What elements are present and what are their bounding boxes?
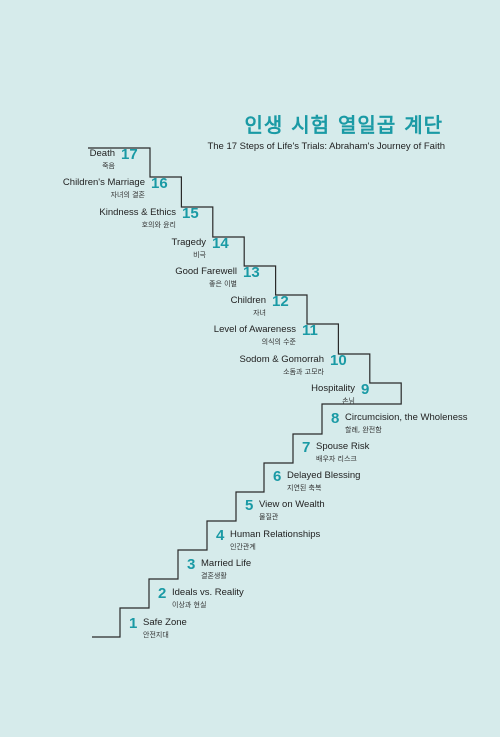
step-number: 9 [361, 381, 370, 398]
step-number: 13 [243, 264, 260, 281]
step-label-en: Human Relationships [230, 529, 321, 540]
step-label-en: Children's Marriage [62, 177, 145, 188]
step-number: 14 [212, 235, 229, 252]
step-number: 7 [302, 439, 311, 456]
step-label-ko: 호의와 윤리 [141, 221, 176, 229]
page-subtitle: The 17 Steps of Life's Trials: Abraham's… [207, 141, 445, 152]
step-label-ko: 인간관계 [230, 543, 256, 551]
step-label-en: Spouse Risk [316, 441, 370, 452]
step-label-ko: 비극 [193, 251, 206, 259]
step-number: 2 [158, 585, 167, 602]
step-label-en: Ideals vs. Reality [172, 587, 244, 598]
step-label-en: Tragedy [171, 237, 207, 248]
step-label-en: Level of Awareness [213, 324, 296, 335]
step-label-en: Married Life [201, 558, 252, 569]
step-label-en: Good Farewell [175, 266, 237, 277]
step-label-ko: 안전지대 [143, 631, 169, 639]
step-label-ko: 할례, 완전함 [345, 426, 382, 434]
step-number: 6 [273, 468, 282, 485]
step-label-ko: 물질관 [259, 513, 279, 521]
step-label-ko: 결혼생활 [201, 572, 227, 580]
step-label-ko: 이상과 현실 [172, 601, 207, 609]
step-number: 8 [331, 410, 340, 427]
step-label-ko: 자녀 [253, 309, 266, 317]
step-number: 4 [216, 527, 225, 544]
step-number: 12 [272, 293, 289, 310]
step-label-en: Kindness & Ethics [99, 207, 176, 218]
step-label-ko: 소돔과 고모라 [283, 368, 324, 376]
step-number: 10 [330, 352, 347, 369]
step-label-en: Children [230, 295, 266, 306]
step-number: 5 [245, 497, 254, 514]
step-label-ko: 의식의 수준 [261, 338, 296, 346]
step-label-en: Safe Zone [143, 617, 187, 628]
staircase-line [88, 147, 402, 638]
step-number: 1 [129, 615, 138, 632]
step-number: 11 [302, 322, 318, 339]
page-title: 인생 시험 열일곱 계단 [244, 113, 443, 137]
step-label-en: Sodom & Gomorrah [239, 354, 324, 365]
step-label-ko: 지연된 축복 [287, 484, 322, 492]
step-number: 17 [121, 146, 138, 163]
step-label-ko: 배우자 리스크 [316, 455, 357, 463]
step-label-ko: 좋은 이별 [209, 280, 237, 288]
step-number: 3 [187, 556, 196, 573]
step-label-ko: 손님 [342, 397, 355, 405]
step-label-en: Circumcision, the Wholeness [345, 412, 468, 423]
step-number: 16 [151, 175, 168, 192]
step-label-en: View on Wealth [259, 499, 325, 510]
step-number: 15 [182, 205, 199, 222]
step-label-en: Hospitality [311, 383, 355, 394]
step-label-ko: 죽음 [102, 162, 115, 170]
step-label-ko: 자녀의 결혼 [110, 191, 145, 199]
step-label-en: Death [89, 148, 115, 159]
step-label-en: Delayed Blessing [287, 470, 361, 481]
